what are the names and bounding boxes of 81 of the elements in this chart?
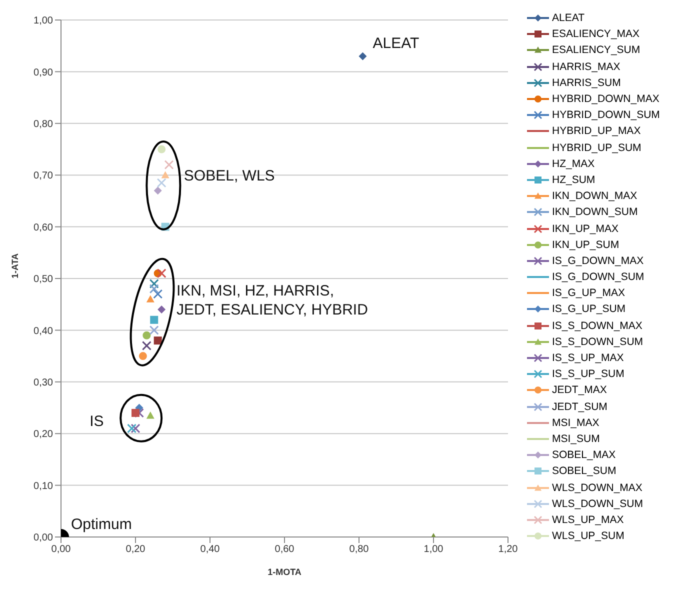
point xyxy=(161,171,170,178)
legend-label: IS_S_DOWN_MAX xyxy=(552,320,642,332)
point xyxy=(149,325,159,335)
legend-label: IS_G_UP_SUM xyxy=(552,303,626,316)
x-tick-label: 1,20 xyxy=(498,544,518,556)
annotation: SOBEL, WLS xyxy=(184,167,275,184)
y-tick-label: 1,00 xyxy=(34,16,54,27)
legend-label: IKN_UP_SUM xyxy=(552,238,620,251)
legend-label: HZ_SUM xyxy=(552,174,596,186)
point xyxy=(146,295,154,302)
y-tick-label: 0,90 xyxy=(34,67,54,78)
legend-label: IS_S_UP_MAX xyxy=(552,352,624,364)
legend-label: JEDT_MAX xyxy=(552,384,607,396)
point xyxy=(149,284,159,294)
point xyxy=(154,186,162,195)
legend-label: IS_S_UP_SUM xyxy=(552,368,624,380)
y-tick-label: 0,80 xyxy=(34,118,54,130)
y-tick-label: 0,20 xyxy=(34,429,54,440)
point xyxy=(154,336,162,345)
legend-label: SOBEL_MAX xyxy=(552,449,616,462)
legend-label: WLS_DOWN_SUM xyxy=(552,498,644,510)
legend-label: HARRIS_MAX xyxy=(552,60,620,73)
y-tick-label: 0,10 xyxy=(34,480,54,492)
legend-label: HYBRID_UP_MAX xyxy=(552,125,641,138)
y-axis-title: 1-ATA xyxy=(10,252,20,278)
x-tick-label: 0,20 xyxy=(126,544,146,556)
x-tick-label: 0,60 xyxy=(274,544,295,556)
legend-label: SOBEL_SUM xyxy=(552,465,616,478)
y-tick-label: 0,00 xyxy=(34,532,54,544)
point xyxy=(149,278,159,288)
legend-label: IS_G_DOWN_SUM xyxy=(552,271,644,284)
x-tick-label: 0,40 xyxy=(200,544,220,556)
point xyxy=(142,340,152,350)
legend-label: WLS_UP_MAX xyxy=(552,514,624,526)
legend-label: ESALIENCY_SUM xyxy=(552,44,640,56)
x-tick-label: 0,80 xyxy=(349,544,370,556)
legend-label: ESALIENCY_MAX xyxy=(552,28,640,40)
legend-label: IS_G_UP_MAX xyxy=(552,287,625,300)
annotation: Optimum xyxy=(71,516,132,533)
y-tick-label: 0,70 xyxy=(34,170,54,182)
legend-label: HZ_MAX xyxy=(552,158,595,170)
legend-label: MSI_SUM xyxy=(552,432,600,445)
point xyxy=(130,424,140,434)
legend-label: ALEAT xyxy=(552,12,584,24)
point xyxy=(134,408,144,418)
legend-label: JEDT_SUM xyxy=(552,400,608,413)
point xyxy=(358,52,367,60)
legend-label: IKN_DOWN_MAX xyxy=(552,190,638,202)
point xyxy=(153,289,163,299)
point xyxy=(158,145,166,154)
annotation: IS xyxy=(90,412,104,430)
y-tick-label: 0,60 xyxy=(34,222,54,234)
point xyxy=(142,331,151,340)
legend-label: HYBRID_DOWN_SUM xyxy=(552,109,660,122)
y-tick-label: 0,30 xyxy=(34,377,54,388)
legend-label: WLS_UP_SUM xyxy=(552,530,624,542)
point xyxy=(164,160,174,170)
legend-label: WLS_DOWN_MAX xyxy=(552,482,642,494)
legend-label: HYBRID_DOWN_MAX xyxy=(552,93,660,106)
legend-label: HYBRID_UP_SUM xyxy=(552,142,642,154)
annotation: ALEAT xyxy=(372,35,420,52)
x-tick-label: 0,00 xyxy=(51,544,72,556)
legend-label: MSI_MAX xyxy=(552,416,600,429)
point xyxy=(132,408,140,417)
point xyxy=(156,268,166,278)
legend-label: IKN_DOWN_SUM xyxy=(552,206,638,218)
x-axis-title: 1-MOTA xyxy=(268,567,302,577)
y-tick-label: 0,40 xyxy=(34,326,54,337)
y-tick-label: 0,50 xyxy=(34,274,54,286)
x-tick-label: 1,00 xyxy=(424,544,444,556)
point xyxy=(127,424,137,434)
legend-label: IS_G_DOWN_MAX xyxy=(552,254,644,267)
point xyxy=(150,316,158,324)
point xyxy=(158,306,166,314)
point xyxy=(146,412,154,419)
legend-label: HARRIS_SUM xyxy=(552,76,621,89)
point xyxy=(156,178,166,188)
point xyxy=(138,352,147,360)
legend-label: IS_S_DOWN_SUM xyxy=(552,336,644,348)
annotation: IKN, MSI, HZ, HARRIS, JEDT, ESALIENCY, HYBRID xyxy=(176,282,368,318)
legend-label: IKN_UP_MAX xyxy=(552,222,619,235)
